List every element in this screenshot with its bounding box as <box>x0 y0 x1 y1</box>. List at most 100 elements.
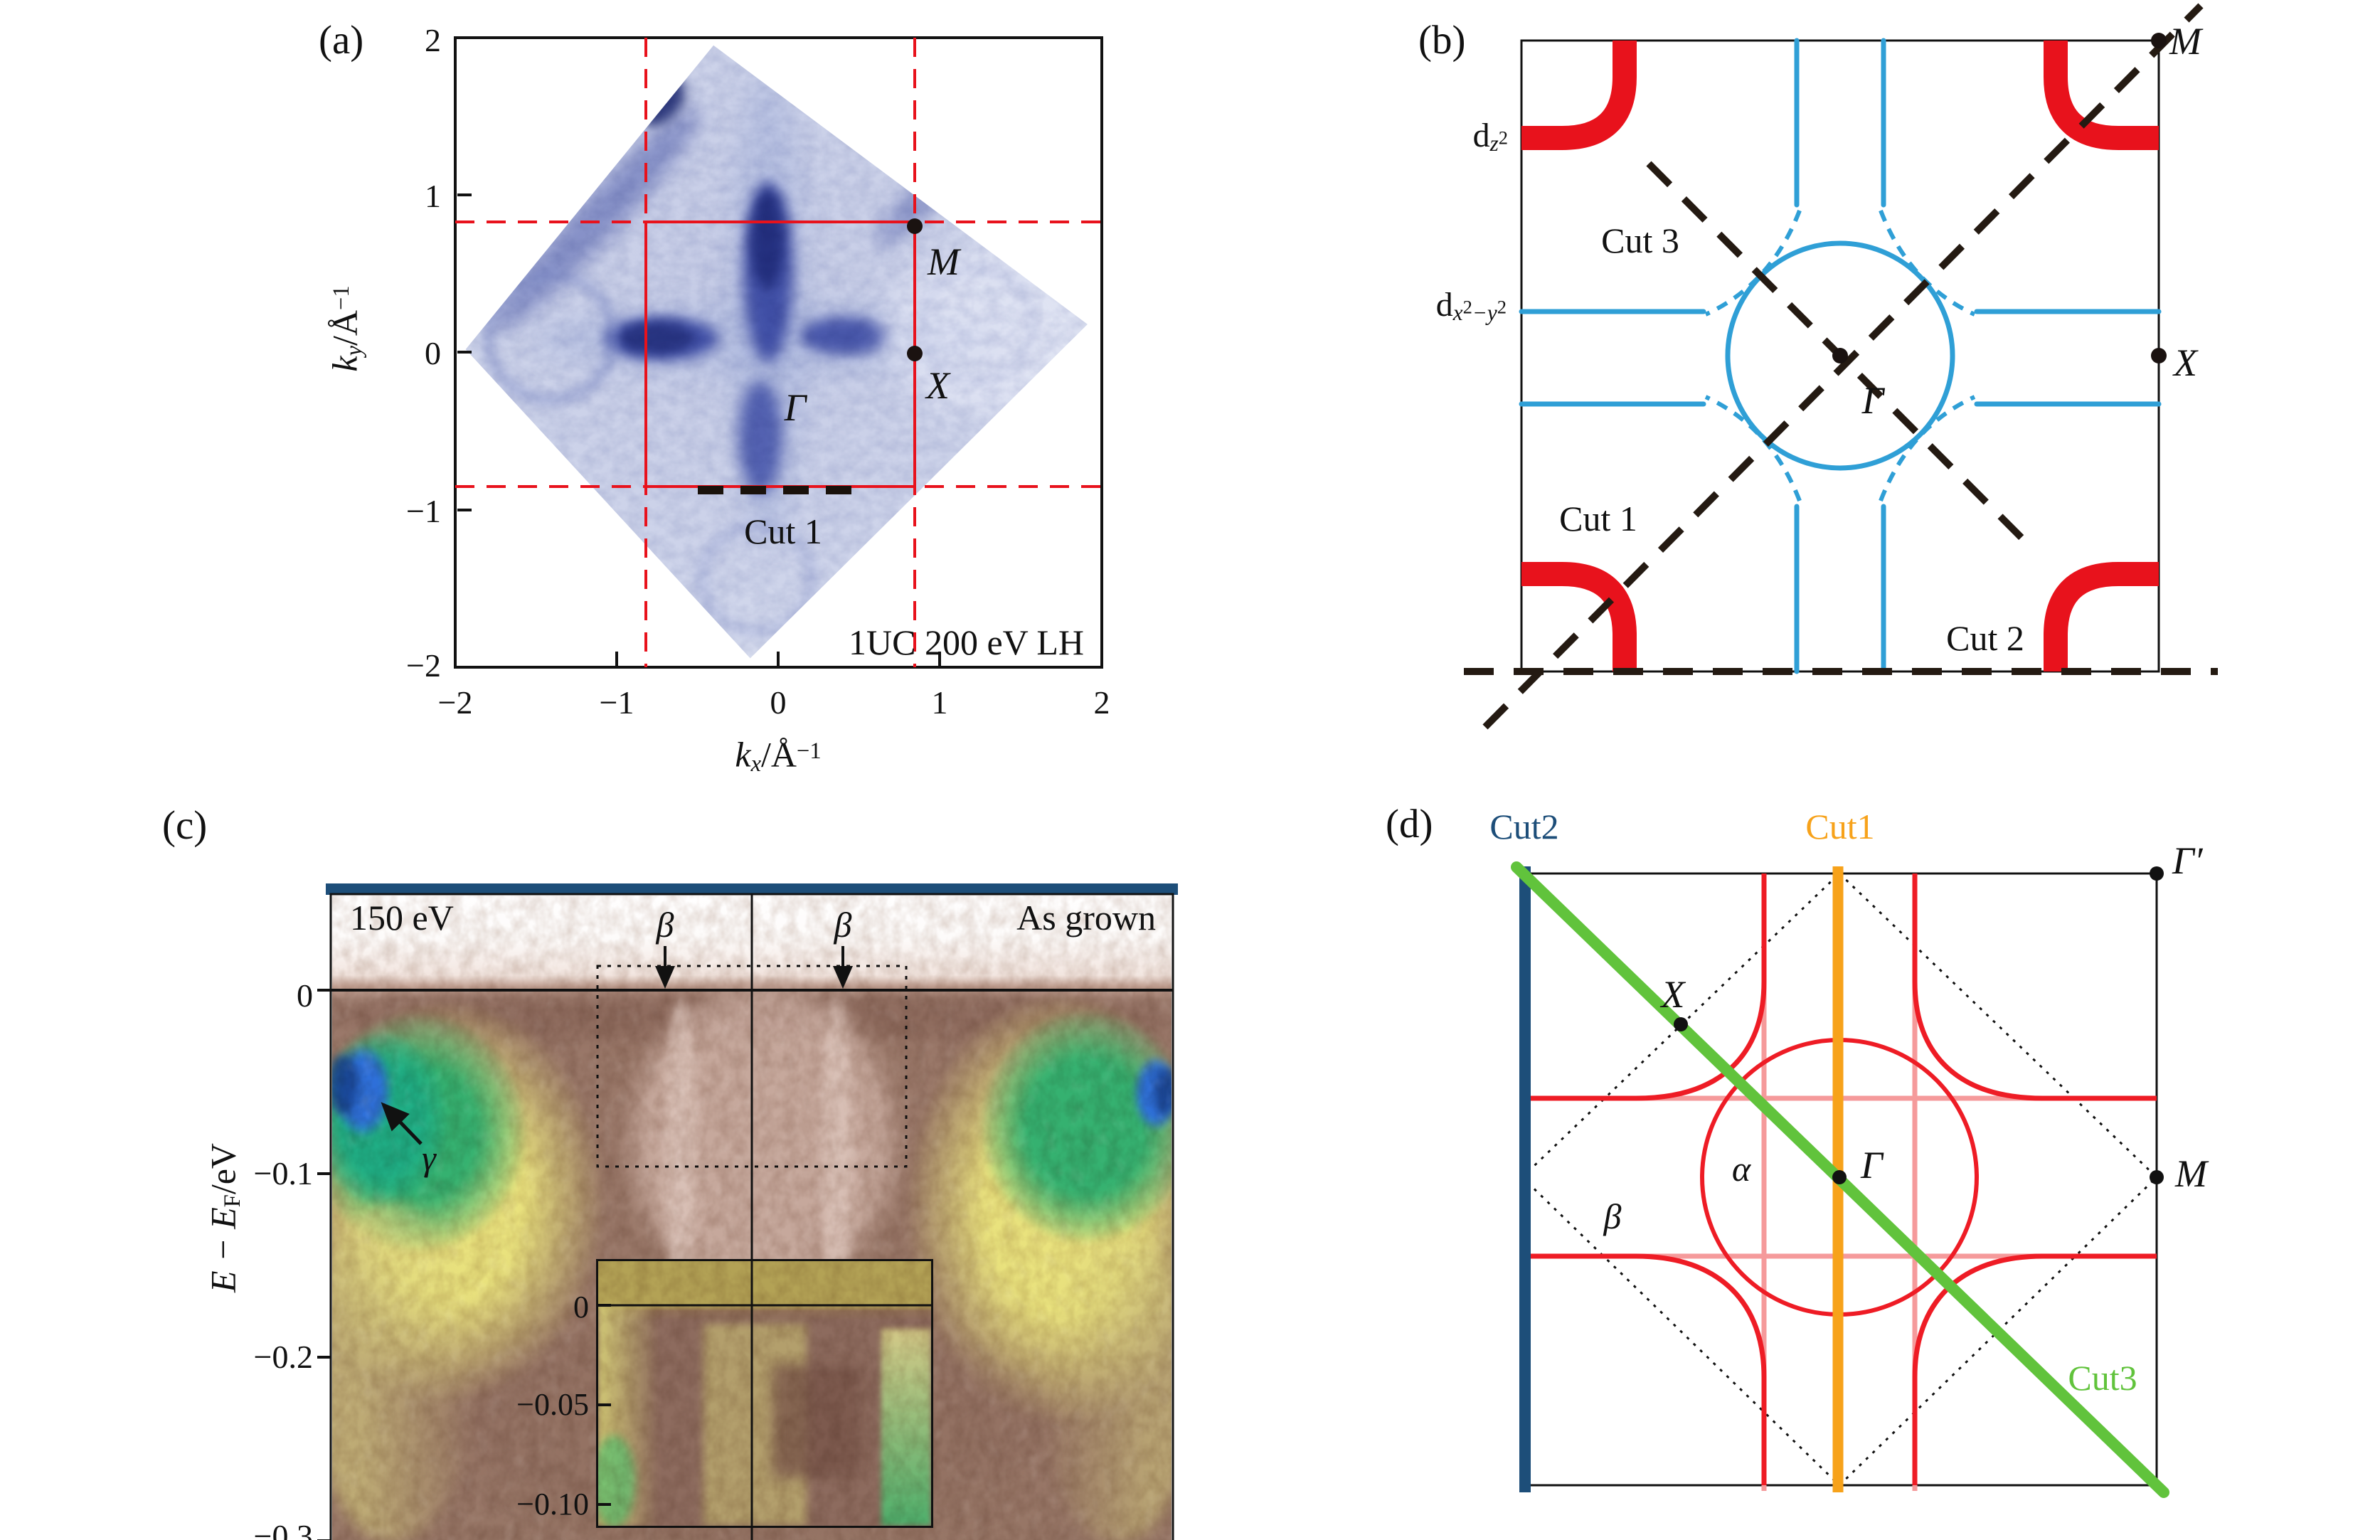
d-cut1-label: Cut1 <box>1805 807 1875 846</box>
c-ylabel-post: /eV <box>203 1142 243 1195</box>
c-ylabel-sub: F <box>220 1194 245 1208</box>
a-ytick-m1: −1 <box>406 493 441 529</box>
panel-d-linework <box>1511 861 2169 1498</box>
c-beta-label-right: β <box>834 905 852 945</box>
d-m-point <box>2150 1170 2164 1184</box>
panel-a-label: (a) <box>319 18 364 63</box>
c-ytick-0: 0 <box>297 977 313 1014</box>
b-m-point <box>2151 33 2167 48</box>
a-ytick-m2: −2 <box>406 647 441 684</box>
c-sample-label: As grown <box>1016 898 1156 938</box>
b-cut1-diagonal <box>1482 3 2204 730</box>
b-cut2-label: Cut 2 <box>1946 618 2024 658</box>
c-ticks <box>317 989 331 1540</box>
a-xtick-2: 2 <box>1093 684 1110 721</box>
a-ytick-0: 0 <box>425 335 441 371</box>
panel-b-label: (b) <box>1418 18 1466 63</box>
a-y-sub: y <box>341 345 367 356</box>
a-bz-solid-square <box>644 221 916 488</box>
c-ylabel-pre: E − E <box>203 1207 243 1293</box>
c-inset-tick-m005: −0.05 <box>516 1387 589 1422</box>
b-m-label: M <box>2169 20 2201 63</box>
c-y-axis-title: E − EF/eV <box>203 1142 246 1293</box>
b-cut1-label: Cut 1 <box>1559 499 1637 538</box>
a-xtick-m1: −1 <box>599 684 634 721</box>
b-dz2-label: dz2 <box>1472 116 1508 156</box>
a-gamma-label: Γ <box>784 386 807 429</box>
b-dx2y2-bands <box>1519 38 2162 674</box>
d-gamma-label: Γ <box>1861 1144 1883 1186</box>
b-dz2-sup: 2 <box>1498 127 1508 149</box>
a-ytick-2: 2 <box>425 22 441 58</box>
a-x-unit: /Å <box>761 734 797 775</box>
a-bz-dashed-lines <box>455 38 1102 667</box>
a-xtick-m2: −2 <box>437 684 473 721</box>
d-x-point <box>1674 1017 1688 1031</box>
d-gamma-prime-label: Γ′ <box>2172 839 2203 882</box>
a-x-sup: −1 <box>797 738 822 765</box>
a-x-point <box>907 346 923 361</box>
c-gamma-arrow <box>381 1102 423 1145</box>
b-x-label: X <box>2174 341 2197 384</box>
a-x-label: X <box>926 364 950 407</box>
c-beta-label-left: β <box>656 905 674 945</box>
d-beta-label: β <box>1603 1196 1622 1236</box>
d-cut3-label: Cut3 <box>2068 1358 2137 1398</box>
a-ytick-1: 1 <box>425 178 441 214</box>
b-gamma-label: Γ <box>1861 379 1884 422</box>
a-xtick-1: 1 <box>931 684 948 721</box>
a-annotation: 1UC 200 eV LH <box>848 622 1084 662</box>
c-photon-energy: 150 eV <box>350 898 454 938</box>
c-ytick-m02: −0.2 <box>253 1339 313 1375</box>
d-x-label: X <box>1661 973 1685 1016</box>
d-m-label: M <box>2175 1152 2207 1195</box>
c-inset-tick-m010: −0.10 <box>516 1487 589 1522</box>
a-y-axis-title: ky/Å−1 <box>324 285 368 372</box>
a-x-axis-title: kx/Å−1 <box>735 737 821 776</box>
panel-d-label: (d) <box>1386 802 1433 846</box>
b-gamma-point <box>1832 348 1848 363</box>
c-dotted-roi <box>596 965 908 1168</box>
b-cut3-label: Cut 3 <box>1601 221 1679 260</box>
b-hybridization-arcs <box>1704 209 1976 502</box>
b-dz2-sub: z <box>1489 131 1499 156</box>
d-alpha-label: α <box>1731 1149 1751 1189</box>
c-cut2-color-bar <box>326 883 1178 895</box>
a-y-unit: /Å <box>324 309 365 346</box>
d-cut2-label: Cut2 <box>1489 807 1559 846</box>
a-cut1-label: Cut 1 <box>744 511 822 551</box>
b-cut-lines <box>1464 3 2218 730</box>
a-xtick-0: 0 <box>770 684 787 721</box>
a-x-sym: k <box>735 734 751 775</box>
a-ticks <box>457 193 941 666</box>
a-y-sup: −1 <box>329 285 355 310</box>
b-dx2y2-sup1: 2 <box>1462 296 1472 318</box>
d-gamma-prime-point <box>2150 866 2164 881</box>
c-inset-tick-0: 0 <box>573 1290 589 1324</box>
c-inset-ticks <box>598 1304 611 1506</box>
panel-a-linework <box>454 36 1103 669</box>
b-dx2y2-sup2: 2 <box>1497 296 1507 318</box>
c-ytick-m01: −0.1 <box>253 1155 313 1191</box>
c-ytick-m03: −0.3 <box>253 1518 313 1540</box>
panel-b-linework <box>1464 3 2218 730</box>
b-x-point <box>2151 348 2167 363</box>
b-dx2y2-sub2: −y <box>1472 300 1497 326</box>
b-gamma-circle <box>1725 240 1955 471</box>
panel-c-linework <box>317 883 1178 1540</box>
c-gamma-band-label: γ <box>422 1138 436 1178</box>
b-dx2y2-base: d <box>1435 285 1453 324</box>
d-gamma-point <box>1832 1170 1847 1184</box>
a-m-point <box>907 218 923 234</box>
a-x-sub: x <box>750 751 762 777</box>
b-dz2-base: d <box>1472 116 1490 154</box>
a-y-sym: k <box>324 356 365 372</box>
a-m-label: M <box>928 240 960 283</box>
b-dx2y2-label: dx2−y2 <box>1435 285 1507 326</box>
b-dz2-pockets <box>1521 41 2159 671</box>
b-dx2y2-sub1: x <box>1452 300 1463 326</box>
panel-c-label: (c) <box>162 803 208 848</box>
a-axes-frame <box>454 36 1103 669</box>
